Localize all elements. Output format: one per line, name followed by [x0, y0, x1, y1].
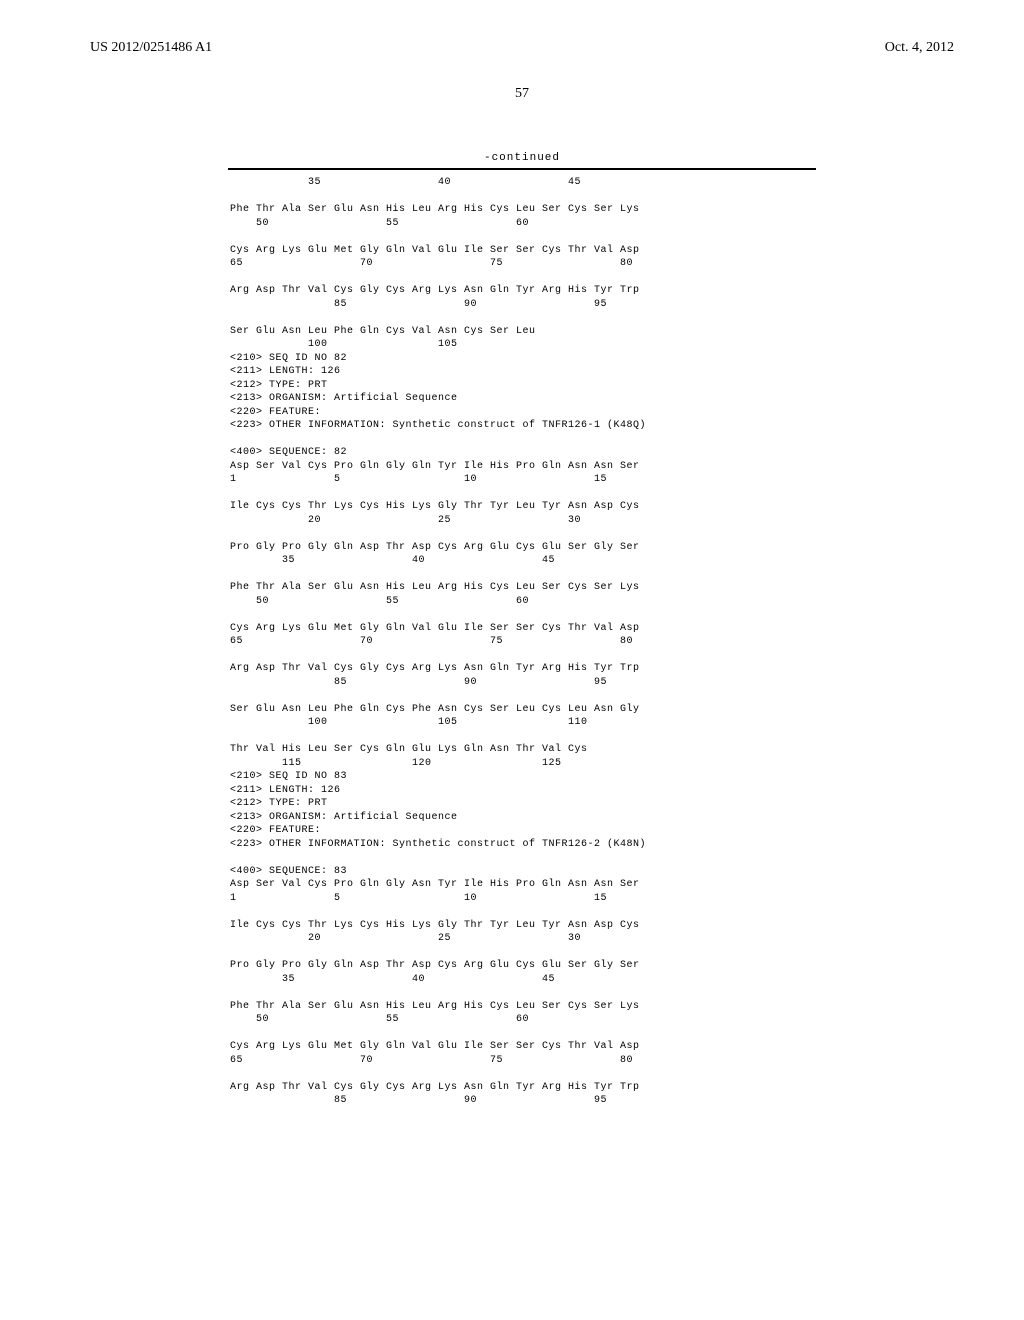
sequence-block-1: 35 40 45 Phe Thr Ala Ser Glu Asn His Leu… — [230, 176, 954, 1108]
page-container: US 2012/0251486 A1 Oct. 4, 2012 57 -cont… — [0, 0, 1024, 1148]
publication-date: Oct. 4, 2012 — [885, 40, 954, 56]
page-number: 57 — [90, 86, 954, 102]
continued-label: -continued — [90, 152, 954, 164]
publication-number: US 2012/0251486 A1 — [90, 40, 212, 56]
page-header: US 2012/0251486 A1 Oct. 4, 2012 — [90, 40, 954, 56]
horizontal-rule — [228, 168, 816, 170]
